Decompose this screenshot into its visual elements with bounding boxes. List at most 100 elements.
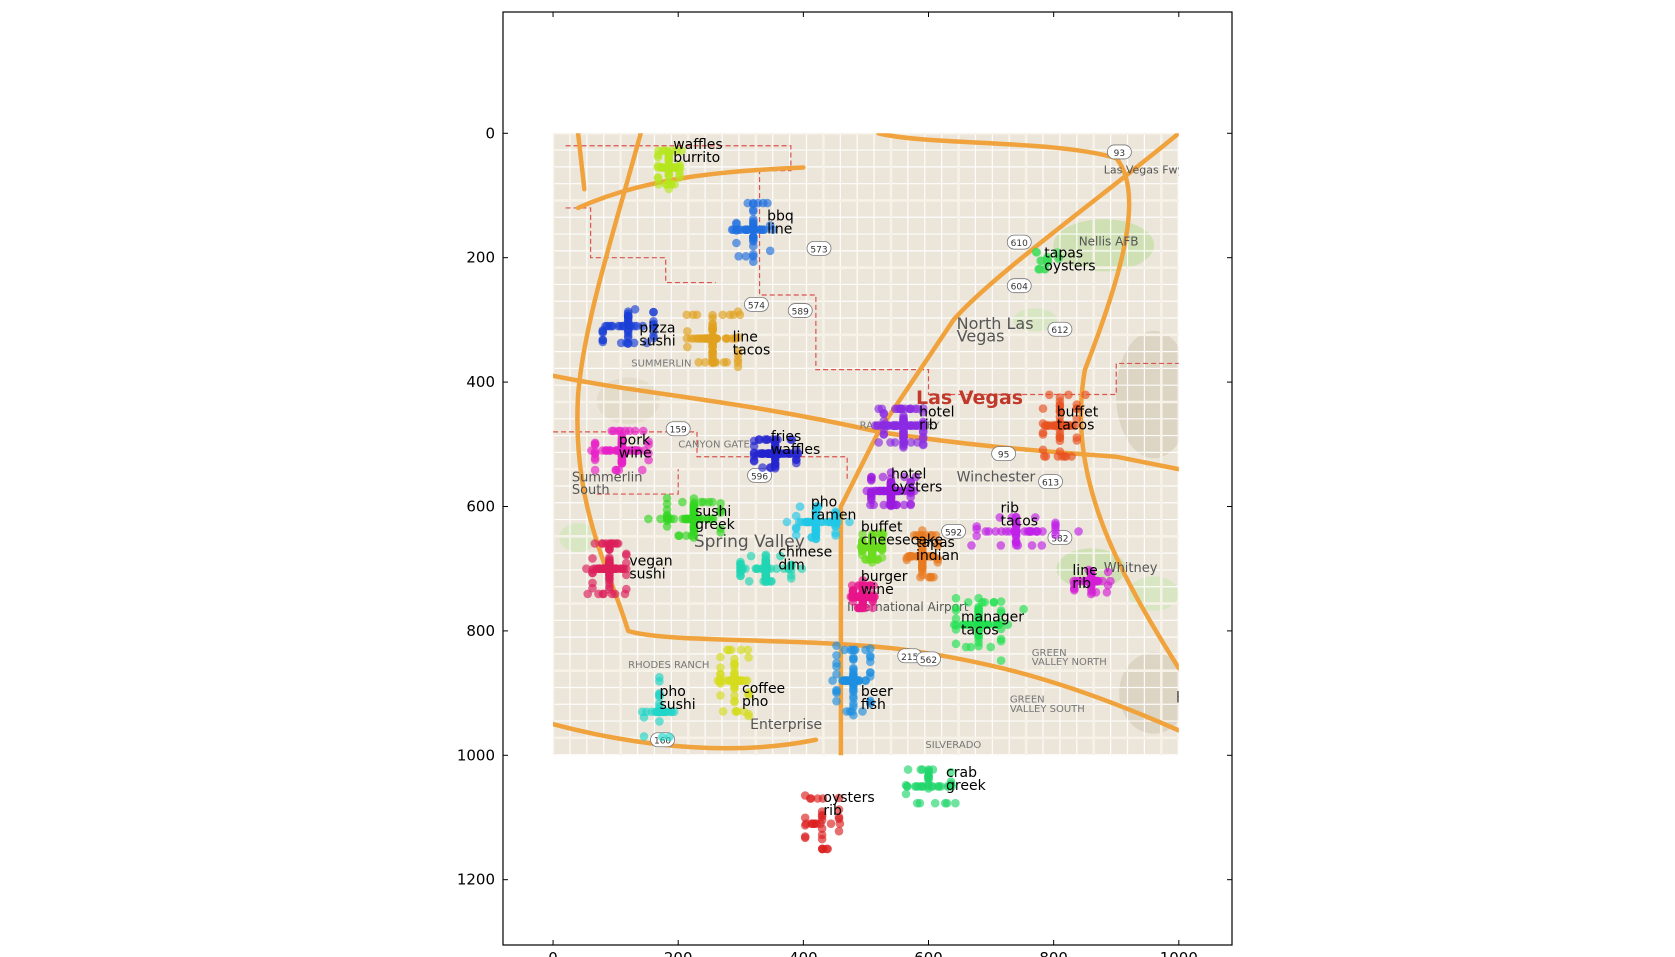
data-point (740, 225, 750, 234)
map-route-shield: 582 (1047, 530, 1073, 545)
data-point (682, 334, 692, 343)
data-point (749, 207, 758, 216)
data-point (858, 581, 868, 590)
map-highway (575, 165, 806, 211)
data-point (716, 499, 725, 508)
cluster-points-hotel-oysters (862, 468, 921, 511)
cluster-label-tacos: tacos (733, 343, 771, 359)
data-point (757, 225, 766, 234)
data-point (630, 305, 640, 314)
data-point (1040, 264, 1049, 274)
cluster-label-tacos: tacos (961, 623, 999, 639)
data-point (889, 421, 898, 430)
data-point (649, 331, 658, 341)
data-point (716, 652, 725, 662)
data-point (831, 528, 840, 538)
data-point (1102, 588, 1112, 597)
cluster-label-wine: wine (619, 445, 652, 461)
data-point (974, 631, 983, 641)
data-point (1038, 419, 1048, 428)
data-point (918, 545, 927, 554)
data-point (599, 589, 608, 599)
data-point (658, 146, 667, 155)
data-point (846, 645, 855, 655)
data-point (886, 493, 896, 503)
data-point (974, 638, 983, 647)
map-shield-number: 215 (901, 653, 918, 663)
data-point (752, 564, 762, 573)
data-point (927, 782, 936, 791)
cluster-label-bbq: bbq (767, 208, 794, 224)
data-point (590, 449, 600, 458)
cluster-label-sushi: sushi (639, 333, 675, 349)
cluster-label-oysters: oysters (823, 790, 874, 806)
data-point (967, 541, 976, 550)
map-shield-number: 160 (654, 737, 671, 747)
map-shield-body (941, 523, 966, 539)
data-point (757, 449, 766, 458)
data-point (902, 486, 912, 496)
data-point (947, 782, 957, 791)
data-point (615, 321, 625, 331)
cluster-label-vegan: vegan (629, 554, 672, 570)
axis-ticks: 0 200 400 600 800 1000 0 200 400 600 800 1000 1200 (457, 12, 1232, 957)
data-point (638, 321, 648, 331)
data-point (662, 522, 672, 531)
data-point (849, 653, 858, 662)
data-point (1043, 257, 1052, 267)
cluster-label-wine: wine (861, 582, 894, 598)
data-point (649, 319, 658, 329)
data-point (924, 772, 933, 781)
data-point (1085, 576, 1095, 586)
cluster-label-buffet: buffet (861, 519, 903, 535)
data-point (733, 347, 743, 356)
data-point (996, 606, 1006, 615)
data-point (868, 603, 878, 613)
data-point (817, 815, 827, 825)
data-point (638, 465, 647, 475)
x-tick-label: 800 (1039, 949, 1068, 957)
data-point (879, 430, 889, 439)
data-point (872, 421, 882, 430)
data-point (834, 793, 844, 803)
data-point (918, 570, 927, 580)
cluster-label-pizza: pizza (639, 320, 675, 336)
map-shield-body (1047, 321, 1073, 337)
data-point (704, 514, 713, 524)
map-place-label: South (572, 483, 610, 498)
data-point (786, 449, 796, 458)
data-point (1003, 620, 1013, 629)
data-point (623, 319, 633, 329)
data-point (861, 645, 870, 655)
cluster-label-beer: beer (861, 684, 893, 700)
data-point (655, 717, 664, 726)
cluster-label-dim: dim (778, 557, 804, 573)
data-point (623, 339, 633, 348)
map-place-label: International Airport (847, 600, 969, 614)
data-point (930, 798, 940, 808)
data-point (1106, 576, 1115, 586)
data-points (582, 146, 1115, 854)
map-place-label: CANYON GATE (678, 439, 750, 450)
data-point (746, 551, 756, 561)
cluster-label-sushi: sushi (659, 697, 695, 713)
data-point (906, 477, 915, 487)
data-point (622, 570, 631, 580)
map-shield-number: 159 (670, 426, 687, 436)
map-shield-body (787, 303, 813, 318)
data-point (622, 549, 631, 559)
data-point (758, 463, 767, 472)
data-point (918, 561, 927, 570)
data-point (874, 438, 883, 447)
data-point (588, 565, 597, 574)
map-highway (553, 721, 819, 751)
map-route-shield: 574 (744, 296, 769, 312)
data-point (877, 486, 887, 496)
data-point (918, 422, 928, 432)
data-point (810, 819, 819, 828)
data-point (983, 620, 993, 629)
map-shield-body (916, 651, 941, 667)
data-point (617, 456, 627, 466)
data-point (817, 844, 827, 854)
data-point (744, 577, 754, 586)
